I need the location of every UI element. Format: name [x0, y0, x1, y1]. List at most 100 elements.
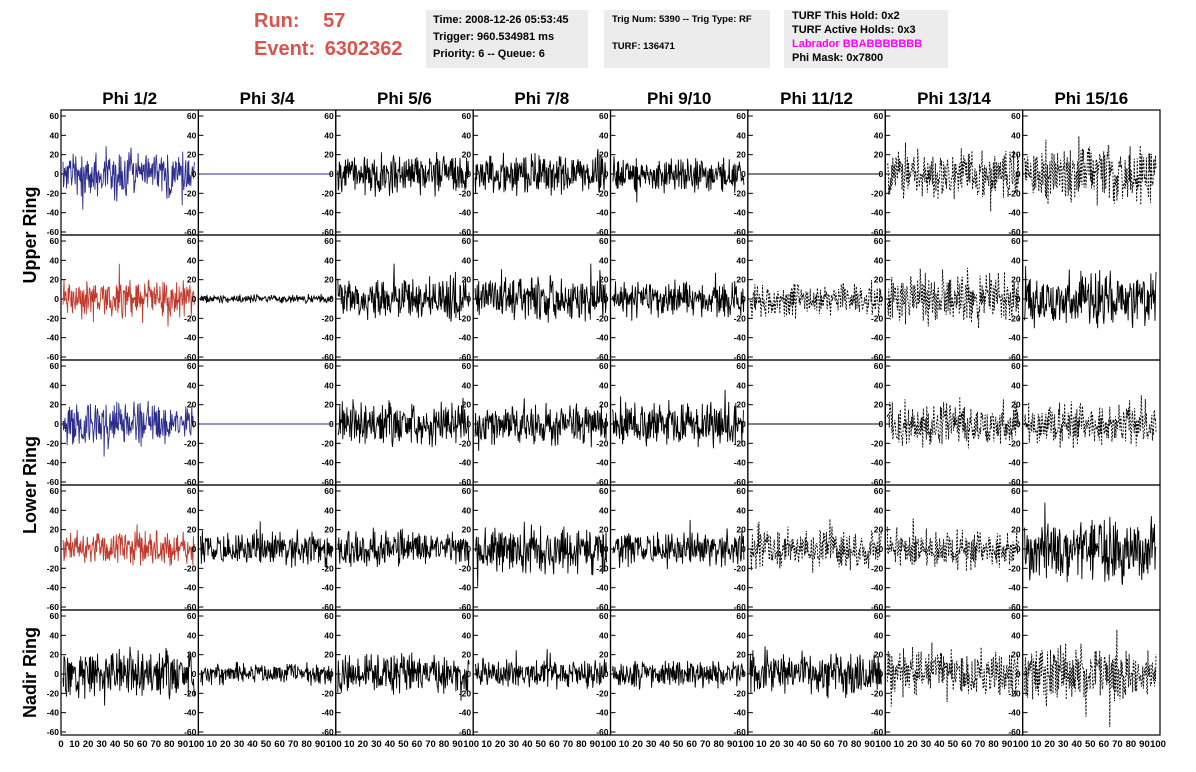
panel-frame	[60, 234, 199, 361]
y-tick-label: 0	[192, 419, 197, 429]
y-tick-label: 0	[879, 169, 884, 179]
y-tick-label: -40	[459, 708, 472, 718]
y-tick-label: 60	[736, 111, 746, 121]
y-tick-label: -40	[47, 583, 60, 593]
x-tick-label: 30	[234, 739, 245, 750]
y-tick-label: 20	[462, 525, 472, 535]
y-tick-label: 40	[874, 130, 884, 140]
y-tick-label: 20	[187, 275, 197, 285]
y-tick-label: -40	[459, 333, 472, 343]
y-tick-label: -60	[459, 227, 472, 237]
trigger-text: Trigger: 960.534981 ms	[433, 31, 555, 43]
y-tick-label: -60	[184, 602, 197, 612]
y-tick-label: 40	[599, 255, 609, 265]
y-tick-label: 0	[1016, 419, 1021, 429]
y-tick-label: -60	[596, 477, 609, 487]
waveform-trace	[62, 263, 195, 327]
y-tick-label: 60	[874, 486, 884, 496]
y-tick-label: -60	[459, 727, 472, 737]
y-tick-label: -60	[871, 352, 884, 362]
y-tick-label: 0	[1016, 544, 1021, 554]
y-tick-label: 0	[54, 294, 59, 304]
y-tick-label: 20	[462, 650, 472, 660]
y-tick-label: 0	[192, 169, 197, 179]
waveform-trace	[612, 272, 745, 321]
y-tick-label: -20	[1008, 438, 1021, 448]
y-tick-label: 20	[50, 400, 60, 410]
y-tick-label: 60	[1011, 486, 1021, 496]
y-tick-label: -60	[47, 227, 60, 237]
column-header-7: Phi 13/14	[917, 89, 991, 108]
y-tick-label: -20	[47, 313, 60, 323]
y-tick-label: -60	[321, 477, 334, 487]
y-tick-label: 40	[736, 630, 746, 640]
waveform-trace	[1024, 266, 1157, 329]
y-tick-label: -60	[1008, 227, 1021, 237]
y-tick-label: 20	[599, 525, 609, 535]
y-tick-label: -40	[184, 208, 197, 218]
x-tick-label: 70	[563, 739, 574, 750]
y-tick-label: -60	[734, 352, 747, 362]
y-tick-label: 40	[599, 380, 609, 390]
y-tick-label: 40	[187, 630, 197, 640]
y-tick-label: 60	[50, 611, 60, 621]
y-tick-label: 40	[324, 630, 334, 640]
y-tick-label: -40	[321, 333, 334, 343]
y-tick-label: -20	[47, 188, 60, 198]
x-tick-label: 60	[961, 739, 972, 750]
y-tick-label: 20	[1011, 150, 1021, 160]
y-tick-label: 40	[50, 630, 60, 640]
y-tick-label: 20	[462, 275, 472, 285]
y-tick-label: -40	[184, 333, 197, 343]
y-tick-label: 40	[324, 505, 334, 515]
y-tick-label: 40	[324, 130, 334, 140]
x-tick-label: 10	[756, 739, 767, 750]
y-tick-label: -60	[596, 227, 609, 237]
y-tick-label: -40	[321, 708, 334, 718]
waveform-trace	[337, 263, 470, 322]
y-tick-label: 60	[50, 111, 60, 121]
y-tick-label: 0	[54, 169, 59, 179]
y-tick-label: -40	[734, 333, 747, 343]
y-tick-label: -40	[321, 208, 334, 218]
x-tick-label: 90	[727, 739, 738, 750]
x-tick-label: 0	[58, 739, 63, 750]
turf-active-text: TURF Active Holds: 0x3	[792, 24, 916, 36]
y-tick-label: 60	[599, 236, 609, 246]
panel-frame	[472, 234, 612, 361]
waveform-trace	[199, 521, 333, 569]
y-tick-label: 20	[324, 275, 334, 285]
y-tick-label: 20	[187, 400, 197, 410]
y-tick-label: 20	[599, 150, 609, 160]
x-tick-label: 100	[326, 739, 342, 750]
x-tick-label: 20	[495, 739, 506, 750]
y-tick-label: 40	[1011, 630, 1021, 640]
y-tick-label: -40	[596, 208, 609, 218]
y-tick-label: 40	[736, 130, 746, 140]
x-tick-label: 10	[1031, 739, 1042, 750]
waveform-trace	[749, 518, 882, 573]
y-tick-label: 20	[1011, 650, 1021, 660]
y-tick-label: 20	[599, 650, 609, 660]
x-tick-label: 10	[893, 739, 904, 750]
y-tick-label: -40	[871, 708, 884, 718]
waveform-trace	[337, 527, 470, 568]
y-tick-label: 60	[324, 361, 334, 371]
ring-label-nadir-ring: Nadir Ring	[20, 627, 40, 718]
x-tick-label: 100	[1013, 739, 1029, 750]
y-tick-label: 40	[736, 380, 746, 390]
x-tick-label: 60	[1099, 739, 1110, 750]
y-tick-label: -40	[1008, 708, 1021, 718]
y-tick-label: 40	[462, 130, 472, 140]
waveform-trace	[199, 293, 333, 305]
y-tick-label: -20	[1008, 563, 1021, 573]
y-tick-label: 0	[466, 669, 471, 679]
y-tick-label: -20	[734, 438, 747, 448]
y-tick-label: -20	[321, 313, 334, 323]
y-tick-label: 40	[874, 630, 884, 640]
y-tick-label: 40	[50, 505, 60, 515]
x-tick-label: 50	[1085, 739, 1096, 750]
waveform-trace	[749, 279, 882, 319]
x-tick-label: 50	[398, 739, 409, 750]
y-tick-label: -20	[734, 563, 747, 573]
